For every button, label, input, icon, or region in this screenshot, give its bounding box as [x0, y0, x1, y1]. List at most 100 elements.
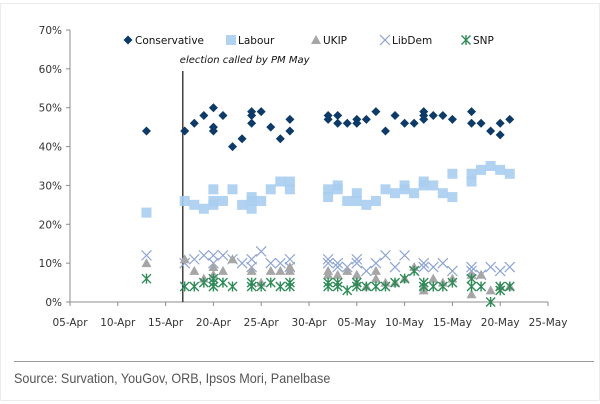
- libdem-legend-icon: [379, 34, 391, 46]
- ukip-point: [332, 269, 343, 279]
- labour-point: [399, 184, 410, 195]
- conservative-point: [199, 110, 209, 120]
- conservative-point: [390, 110, 400, 120]
- ukip-point: [179, 254, 190, 264]
- legend-item-ukip: UKIP: [311, 35, 347, 47]
- snp-point: [246, 281, 257, 292]
- libdem-point: [418, 261, 430, 273]
- snp-point: [409, 265, 420, 276]
- labour-point: [179, 195, 190, 206]
- ukip-point: [351, 269, 362, 279]
- conservative-point: [266, 122, 276, 132]
- legend: Conservative Labour UKIP LibDem SNP: [123, 34, 494, 47]
- labour-point: [466, 168, 477, 179]
- labour-point: [447, 192, 458, 203]
- snp-point: [466, 281, 477, 292]
- series-labour: [141, 161, 515, 218]
- labour-point: [237, 199, 248, 210]
- ukip-point: [189, 265, 200, 275]
- labour-point: [265, 184, 276, 195]
- annotation-layer: election called by PM May: [180, 55, 311, 302]
- labour-point: [246, 192, 257, 203]
- legend-item-libdem: LibDem: [379, 34, 432, 47]
- series-ukip: [141, 254, 515, 299]
- conservative-point: [218, 110, 228, 120]
- ukip-point: [428, 273, 439, 283]
- conservative-point: [419, 114, 429, 124]
- conservative-point: [438, 110, 448, 120]
- conservative-point: [380, 126, 390, 136]
- libdem-point: [198, 249, 210, 261]
- snp-point: [428, 281, 439, 292]
- conservative-point: [342, 118, 352, 128]
- legend-item-labour: Labour: [226, 35, 275, 47]
- libdem-point: [217, 249, 229, 261]
- y-tick-label: 0%: [45, 297, 62, 309]
- ukip-point: [342, 265, 353, 275]
- libdem-point: [332, 257, 344, 269]
- conservative-point: [333, 118, 343, 128]
- y-tick-label: 70%: [39, 25, 62, 37]
- legend-label: SNP: [473, 35, 494, 47]
- conservative-point: [141, 126, 151, 136]
- libdem-point: [494, 265, 506, 277]
- labour-point: [141, 207, 152, 218]
- ukip-point: [476, 269, 487, 279]
- conservative-point: [371, 107, 381, 117]
- labour-point: [351, 188, 362, 199]
- snp-point: [418, 281, 429, 292]
- labour-point: [428, 180, 439, 191]
- snp-point: [351, 277, 362, 288]
- libdem-point: [485, 261, 497, 273]
- x-tick-label: 10-Apr: [100, 317, 136, 329]
- conservative-point: [208, 126, 218, 136]
- ukip-point: [275, 265, 286, 275]
- conservative-point: [285, 126, 295, 136]
- conservative-point: [495, 118, 505, 128]
- conservative-point: [352, 118, 362, 128]
- legend-label: UKIP: [323, 35, 347, 47]
- legend-label: LibDem: [392, 35, 432, 47]
- labour-point: [495, 164, 506, 175]
- labour-legend-icon: [226, 35, 236, 45]
- series-conservative: [141, 103, 515, 152]
- legend-item-snp: SNP: [461, 35, 494, 47]
- source-note: Source: Survation, YouGov, ORB, Ipsos Mo…: [14, 370, 331, 386]
- libdem-point: [370, 257, 382, 269]
- libdem-point: [284, 253, 296, 265]
- snp-point: [323, 277, 334, 288]
- ukip-point: [370, 265, 381, 275]
- axes: 0% 10% 20% 30% 40% 50% 60% 70% 05-Apr 10-Apr 15-Ap…: [39, 25, 568, 329]
- labour-point: [466, 176, 477, 187]
- conservative-point: [428, 110, 438, 120]
- labour-point: [246, 203, 257, 214]
- labour-point: [409, 188, 420, 199]
- conservative-point: [419, 107, 429, 117]
- snp-point: [399, 273, 410, 284]
- snp-point: [504, 281, 515, 292]
- libdem-point: [274, 257, 286, 269]
- snp-point: [208, 277, 219, 288]
- labour-point: [189, 199, 200, 210]
- libdem-point: [246, 253, 258, 265]
- labour-point: [284, 184, 295, 195]
- y-tick-label: 40%: [39, 142, 62, 154]
- ukip-point: [265, 265, 276, 275]
- snp-point: [217, 277, 228, 288]
- libdem-point: [188, 253, 200, 265]
- conservative-point: [237, 134, 247, 144]
- y-tick-label: 60%: [39, 64, 62, 76]
- labour-point: [208, 199, 219, 210]
- ukip-point: [485, 285, 496, 295]
- conservative-point: [228, 142, 238, 152]
- snp-point: [227, 281, 238, 292]
- ukip-point: [208, 262, 219, 272]
- labour-point: [323, 192, 334, 203]
- libdem-point: [427, 261, 439, 273]
- labour-point: [437, 188, 448, 199]
- libdem-point: [236, 257, 248, 269]
- snp-point: [332, 277, 343, 288]
- libdem-point: [332, 261, 344, 273]
- ukip-point: [284, 265, 295, 275]
